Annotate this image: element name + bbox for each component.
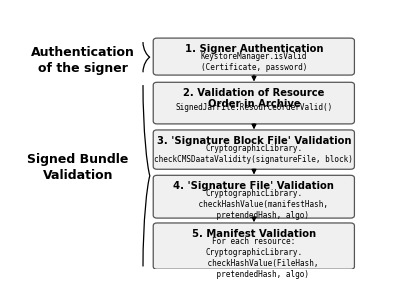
Text: 3. 'Signature Block File' Validation: 3. 'Signature Block File' Validation — [156, 136, 351, 146]
Text: For each resource:
CryptographicLibrary.
    checkHashValue(FileHash,
    preten: For each resource: CryptographicLibrary.… — [189, 237, 318, 279]
FancyBboxPatch shape — [153, 82, 354, 124]
Text: 5. Manifest Validation: 5. Manifest Validation — [192, 229, 316, 239]
Text: CryptographicLibrary.
    checkHashValue(manifestHash,
    pretendedHash, algo): CryptographicLibrary. checkHashValue(man… — [180, 189, 328, 220]
Text: 4. 'Signature File' Validation: 4. 'Signature File' Validation — [173, 181, 334, 191]
FancyBboxPatch shape — [153, 175, 354, 218]
Text: Signed Bundle
Validation: Signed Bundle Validation — [27, 153, 128, 182]
Text: CryptographicLibrary.
checkCMSDaataValidity(signatureFile, block): CryptographicLibrary. checkCMSDaataValid… — [154, 144, 353, 164]
FancyBboxPatch shape — [153, 223, 354, 269]
Text: 1. Signer Authentication: 1. Signer Authentication — [184, 44, 323, 54]
Text: SignedJarFile.ResourceOrderValid(): SignedJarFile.ResourceOrderValid() — [175, 103, 332, 112]
Text: 2. Validation of Resource
Order in Archive: 2. Validation of Resource Order in Archi… — [183, 88, 324, 109]
Text: Authentication
of the signer: Authentication of the signer — [31, 46, 134, 75]
FancyBboxPatch shape — [153, 130, 354, 169]
Text: KeystoreManager.isValid
(Certificate, password): KeystoreManager.isValid (Certificate, pa… — [201, 52, 307, 72]
FancyBboxPatch shape — [153, 38, 354, 75]
